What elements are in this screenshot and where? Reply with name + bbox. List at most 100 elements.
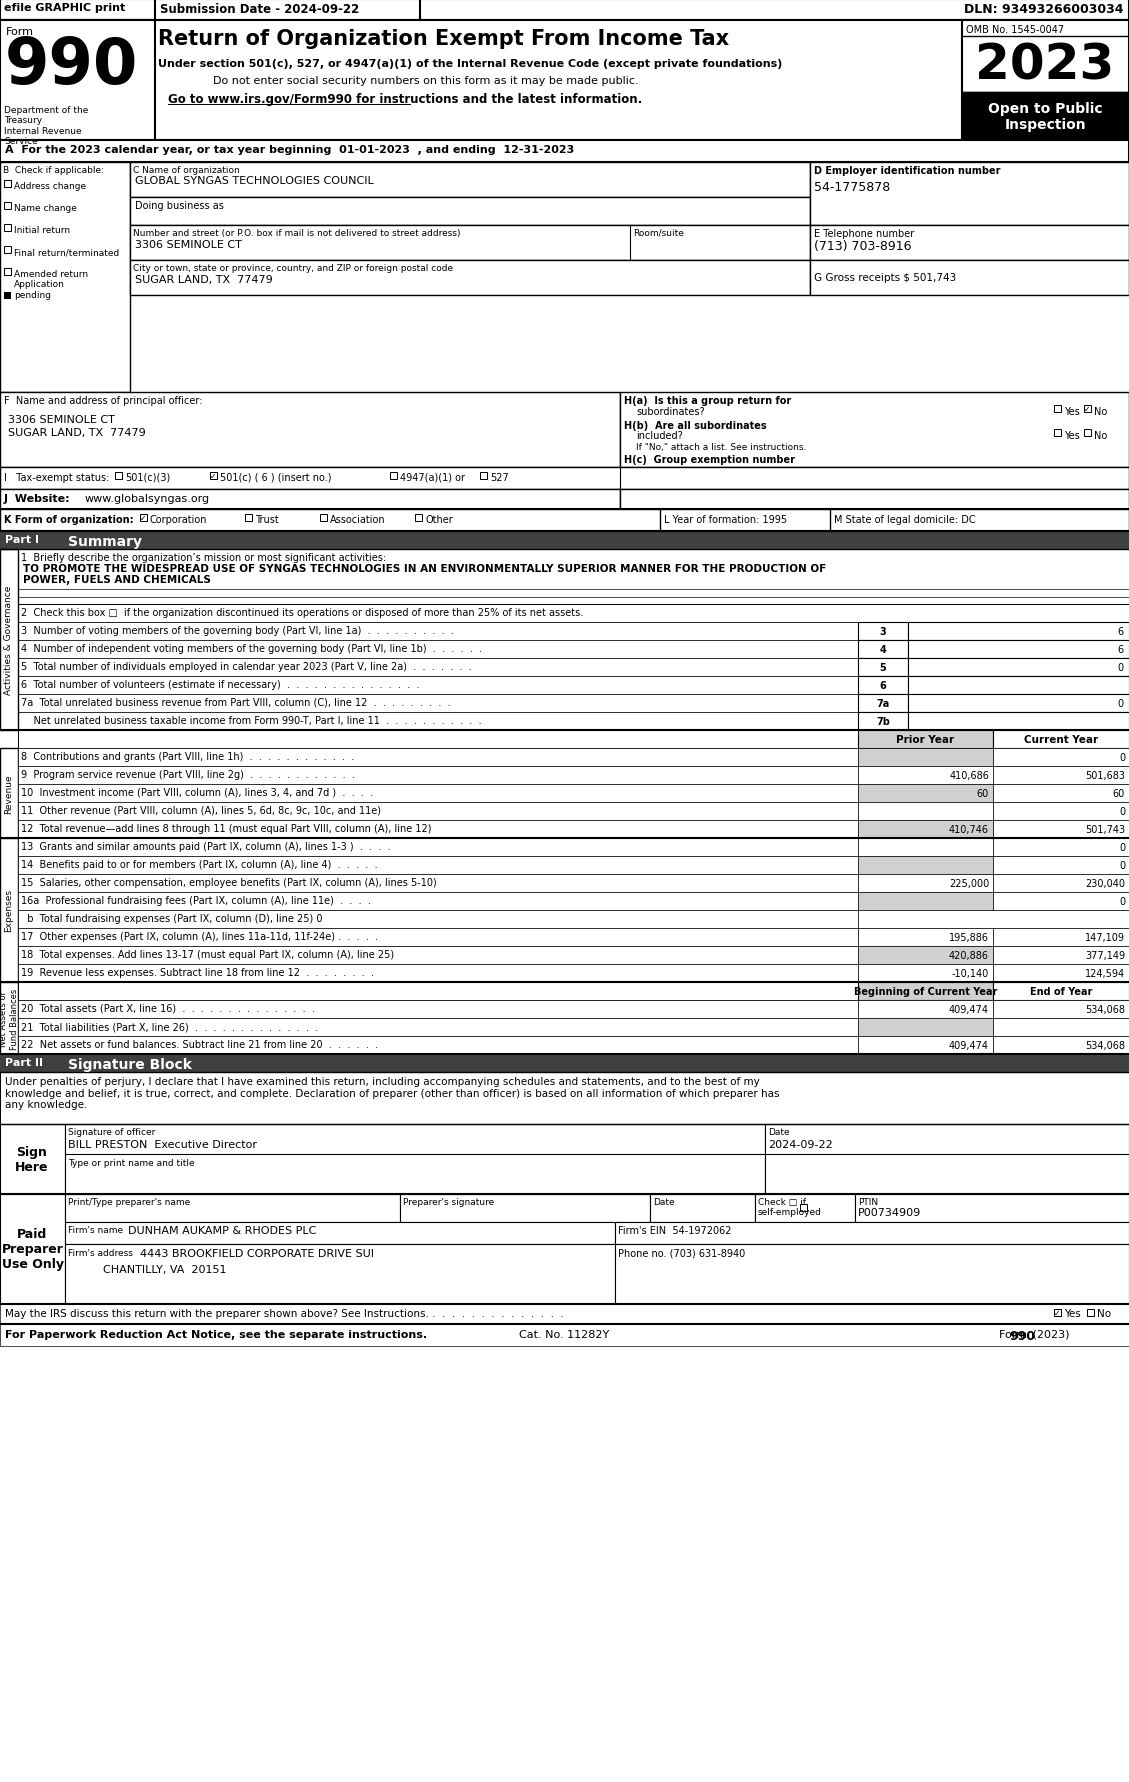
Text: Amended return
Application
pending: Amended return Application pending bbox=[14, 269, 88, 299]
Bar bbox=[0, 0, 1129, 21]
Bar bbox=[994, 928, 1129, 946]
Bar bbox=[18, 766, 858, 784]
Text: 124,594: 124,594 bbox=[1085, 968, 1124, 978]
Text: 18  Total expenses. Add lines 13-17 (must equal Part IX, column (A), line 25): 18 Total expenses. Add lines 13-17 (must… bbox=[21, 950, 394, 959]
Text: No: No bbox=[1094, 431, 1108, 440]
Text: 7a: 7a bbox=[876, 699, 890, 709]
Bar bbox=[620, 392, 1129, 467]
Bar bbox=[962, 21, 1129, 141]
Bar bbox=[18, 713, 858, 731]
Text: ✓: ✓ bbox=[140, 513, 147, 522]
Bar bbox=[962, 93, 1129, 141]
Bar bbox=[18, 928, 858, 946]
Text: Corporation: Corporation bbox=[150, 515, 208, 524]
Bar bbox=[5, 182, 11, 187]
Text: Initial return: Initial return bbox=[14, 226, 70, 235]
Bar bbox=[400, 1194, 650, 1222]
Bar bbox=[908, 642, 1129, 659]
Text: Yes: Yes bbox=[1064, 406, 1079, 417]
Text: 17  Other expenses (Part IX, column (A), lines 11a-11d, 11f-24e) .  .  .  .  .: 17 Other expenses (Part IX, column (A), … bbox=[21, 932, 378, 941]
Bar bbox=[5, 203, 11, 210]
Text: 527: 527 bbox=[490, 472, 509, 483]
Text: 4  Number of independent voting members of the governing body (Part VI, line 1b): 4 Number of independent voting members o… bbox=[21, 643, 482, 654]
Bar bbox=[0, 21, 1129, 141]
Bar bbox=[0, 21, 155, 141]
Bar bbox=[18, 642, 858, 659]
Bar bbox=[858, 982, 994, 1000]
Bar bbox=[0, 1324, 1129, 1345]
Bar bbox=[65, 1194, 400, 1222]
Bar bbox=[130, 260, 809, 296]
Text: OMB No. 1545-0047: OMB No. 1545-0047 bbox=[966, 25, 1065, 36]
Text: DUNHAM AUKAMP & RHODES PLC: DUNHAM AUKAMP & RHODES PLC bbox=[128, 1226, 316, 1235]
Text: P00734909: P00734909 bbox=[858, 1208, 921, 1217]
Text: 990: 990 bbox=[5, 36, 139, 96]
Text: 195,886: 195,886 bbox=[949, 932, 989, 943]
Bar bbox=[18, 659, 858, 677]
Bar bbox=[858, 802, 994, 820]
Text: Part I: Part I bbox=[5, 535, 40, 545]
Bar bbox=[115, 472, 122, 479]
Bar bbox=[18, 911, 858, 928]
Text: Number and street (or P.O. box if mail is not delivered to street address): Number and street (or P.O. box if mail i… bbox=[133, 228, 461, 237]
Bar bbox=[994, 802, 1129, 820]
Text: PTIN: PTIN bbox=[858, 1198, 878, 1206]
Text: 6: 6 bbox=[1118, 627, 1124, 636]
Text: 2  Check this box □  if the organization discontinued its operations or disposed: 2 Check this box □ if the organization d… bbox=[21, 608, 584, 618]
Bar bbox=[1054, 406, 1061, 413]
Text: 225,000: 225,000 bbox=[948, 879, 989, 889]
Text: Activities & Governance: Activities & Governance bbox=[5, 586, 14, 695]
Bar bbox=[755, 1194, 855, 1222]
Text: K Form of organization:: K Form of organization: bbox=[5, 515, 133, 524]
Text: 230,040: 230,040 bbox=[1085, 879, 1124, 889]
Bar bbox=[994, 946, 1129, 964]
Text: b  Total fundraising expenses (Part IX, column (D), line 25) 0: b Total fundraising expenses (Part IX, c… bbox=[21, 914, 323, 923]
Text: Open to Public
Inspection: Open to Public Inspection bbox=[988, 102, 1103, 132]
Text: I   Tax-exempt status:: I Tax-exempt status: bbox=[5, 472, 110, 483]
Text: 410,686: 410,686 bbox=[949, 770, 989, 781]
Text: 501(c)(3): 501(c)(3) bbox=[125, 472, 170, 483]
Bar bbox=[18, 857, 858, 875]
Bar bbox=[210, 472, 217, 479]
Text: ✓: ✓ bbox=[1054, 1308, 1060, 1317]
Bar bbox=[858, 911, 1129, 928]
Text: 990: 990 bbox=[1009, 1329, 1035, 1342]
Bar bbox=[858, 766, 994, 784]
Text: 2024-09-22: 2024-09-22 bbox=[768, 1139, 833, 1149]
Bar bbox=[18, 748, 858, 766]
Bar bbox=[765, 1124, 1129, 1194]
Text: 3306 SEMINOLE CT: 3306 SEMINOLE CT bbox=[135, 241, 242, 249]
Text: 3  Number of voting members of the governing body (Part VI, line 1a)  .  .  .  .: 3 Number of voting members of the govern… bbox=[21, 625, 454, 636]
Text: ✓: ✓ bbox=[210, 470, 217, 479]
Text: 0: 0 bbox=[1119, 896, 1124, 907]
Text: C Name of organization: C Name of organization bbox=[133, 166, 239, 175]
Text: Go to www.irs.gov/Form990 for instructions and the latest information.: Go to www.irs.gov/Form990 for instructio… bbox=[168, 93, 642, 105]
Bar bbox=[18, 1019, 858, 1037]
Text: 19  Revenue less expenses. Subtract line 18 from line 12  .  .  .  .  .  .  .  .: 19 Revenue less expenses. Subtract line … bbox=[21, 968, 374, 978]
Text: 534,068: 534,068 bbox=[1085, 1005, 1124, 1014]
Text: Address change: Address change bbox=[14, 182, 86, 191]
Bar bbox=[415, 515, 422, 522]
Bar bbox=[1054, 1310, 1061, 1317]
Text: Paid
Preparer
Use Only: Paid Preparer Use Only bbox=[1, 1228, 63, 1271]
Text: 6: 6 bbox=[1118, 645, 1124, 654]
Bar bbox=[800, 1205, 807, 1212]
Text: SUGAR LAND, TX  77479: SUGAR LAND, TX 77479 bbox=[8, 428, 146, 438]
Text: 60: 60 bbox=[1113, 789, 1124, 798]
Text: City or town, state or province, country, and ZIP or foreign postal code: City or town, state or province, country… bbox=[133, 264, 453, 273]
Text: 7a  Total unrelated business revenue from Part VIII, column (C), line 12  .  .  : 7a Total unrelated business revenue from… bbox=[21, 697, 450, 707]
Text: Beginning of Current Year: Beginning of Current Year bbox=[854, 987, 997, 996]
Text: 0: 0 bbox=[1119, 861, 1124, 871]
Bar bbox=[858, 677, 908, 695]
Text: End of Year: End of Year bbox=[1030, 987, 1092, 996]
Text: 5  Total number of individuals employed in calendar year 2023 (Part V, line 2a) : 5 Total number of individuals employed i… bbox=[21, 661, 472, 672]
Text: L Year of formation: 1995: L Year of formation: 1995 bbox=[664, 515, 787, 524]
Bar bbox=[65, 1244, 615, 1304]
Bar bbox=[994, 820, 1129, 839]
Text: Yes: Yes bbox=[1064, 431, 1079, 440]
Text: 409,474: 409,474 bbox=[949, 1005, 989, 1014]
Bar bbox=[140, 515, 147, 522]
Bar bbox=[18, 731, 858, 748]
Text: Date: Date bbox=[768, 1128, 789, 1137]
Text: 60: 60 bbox=[977, 789, 989, 798]
